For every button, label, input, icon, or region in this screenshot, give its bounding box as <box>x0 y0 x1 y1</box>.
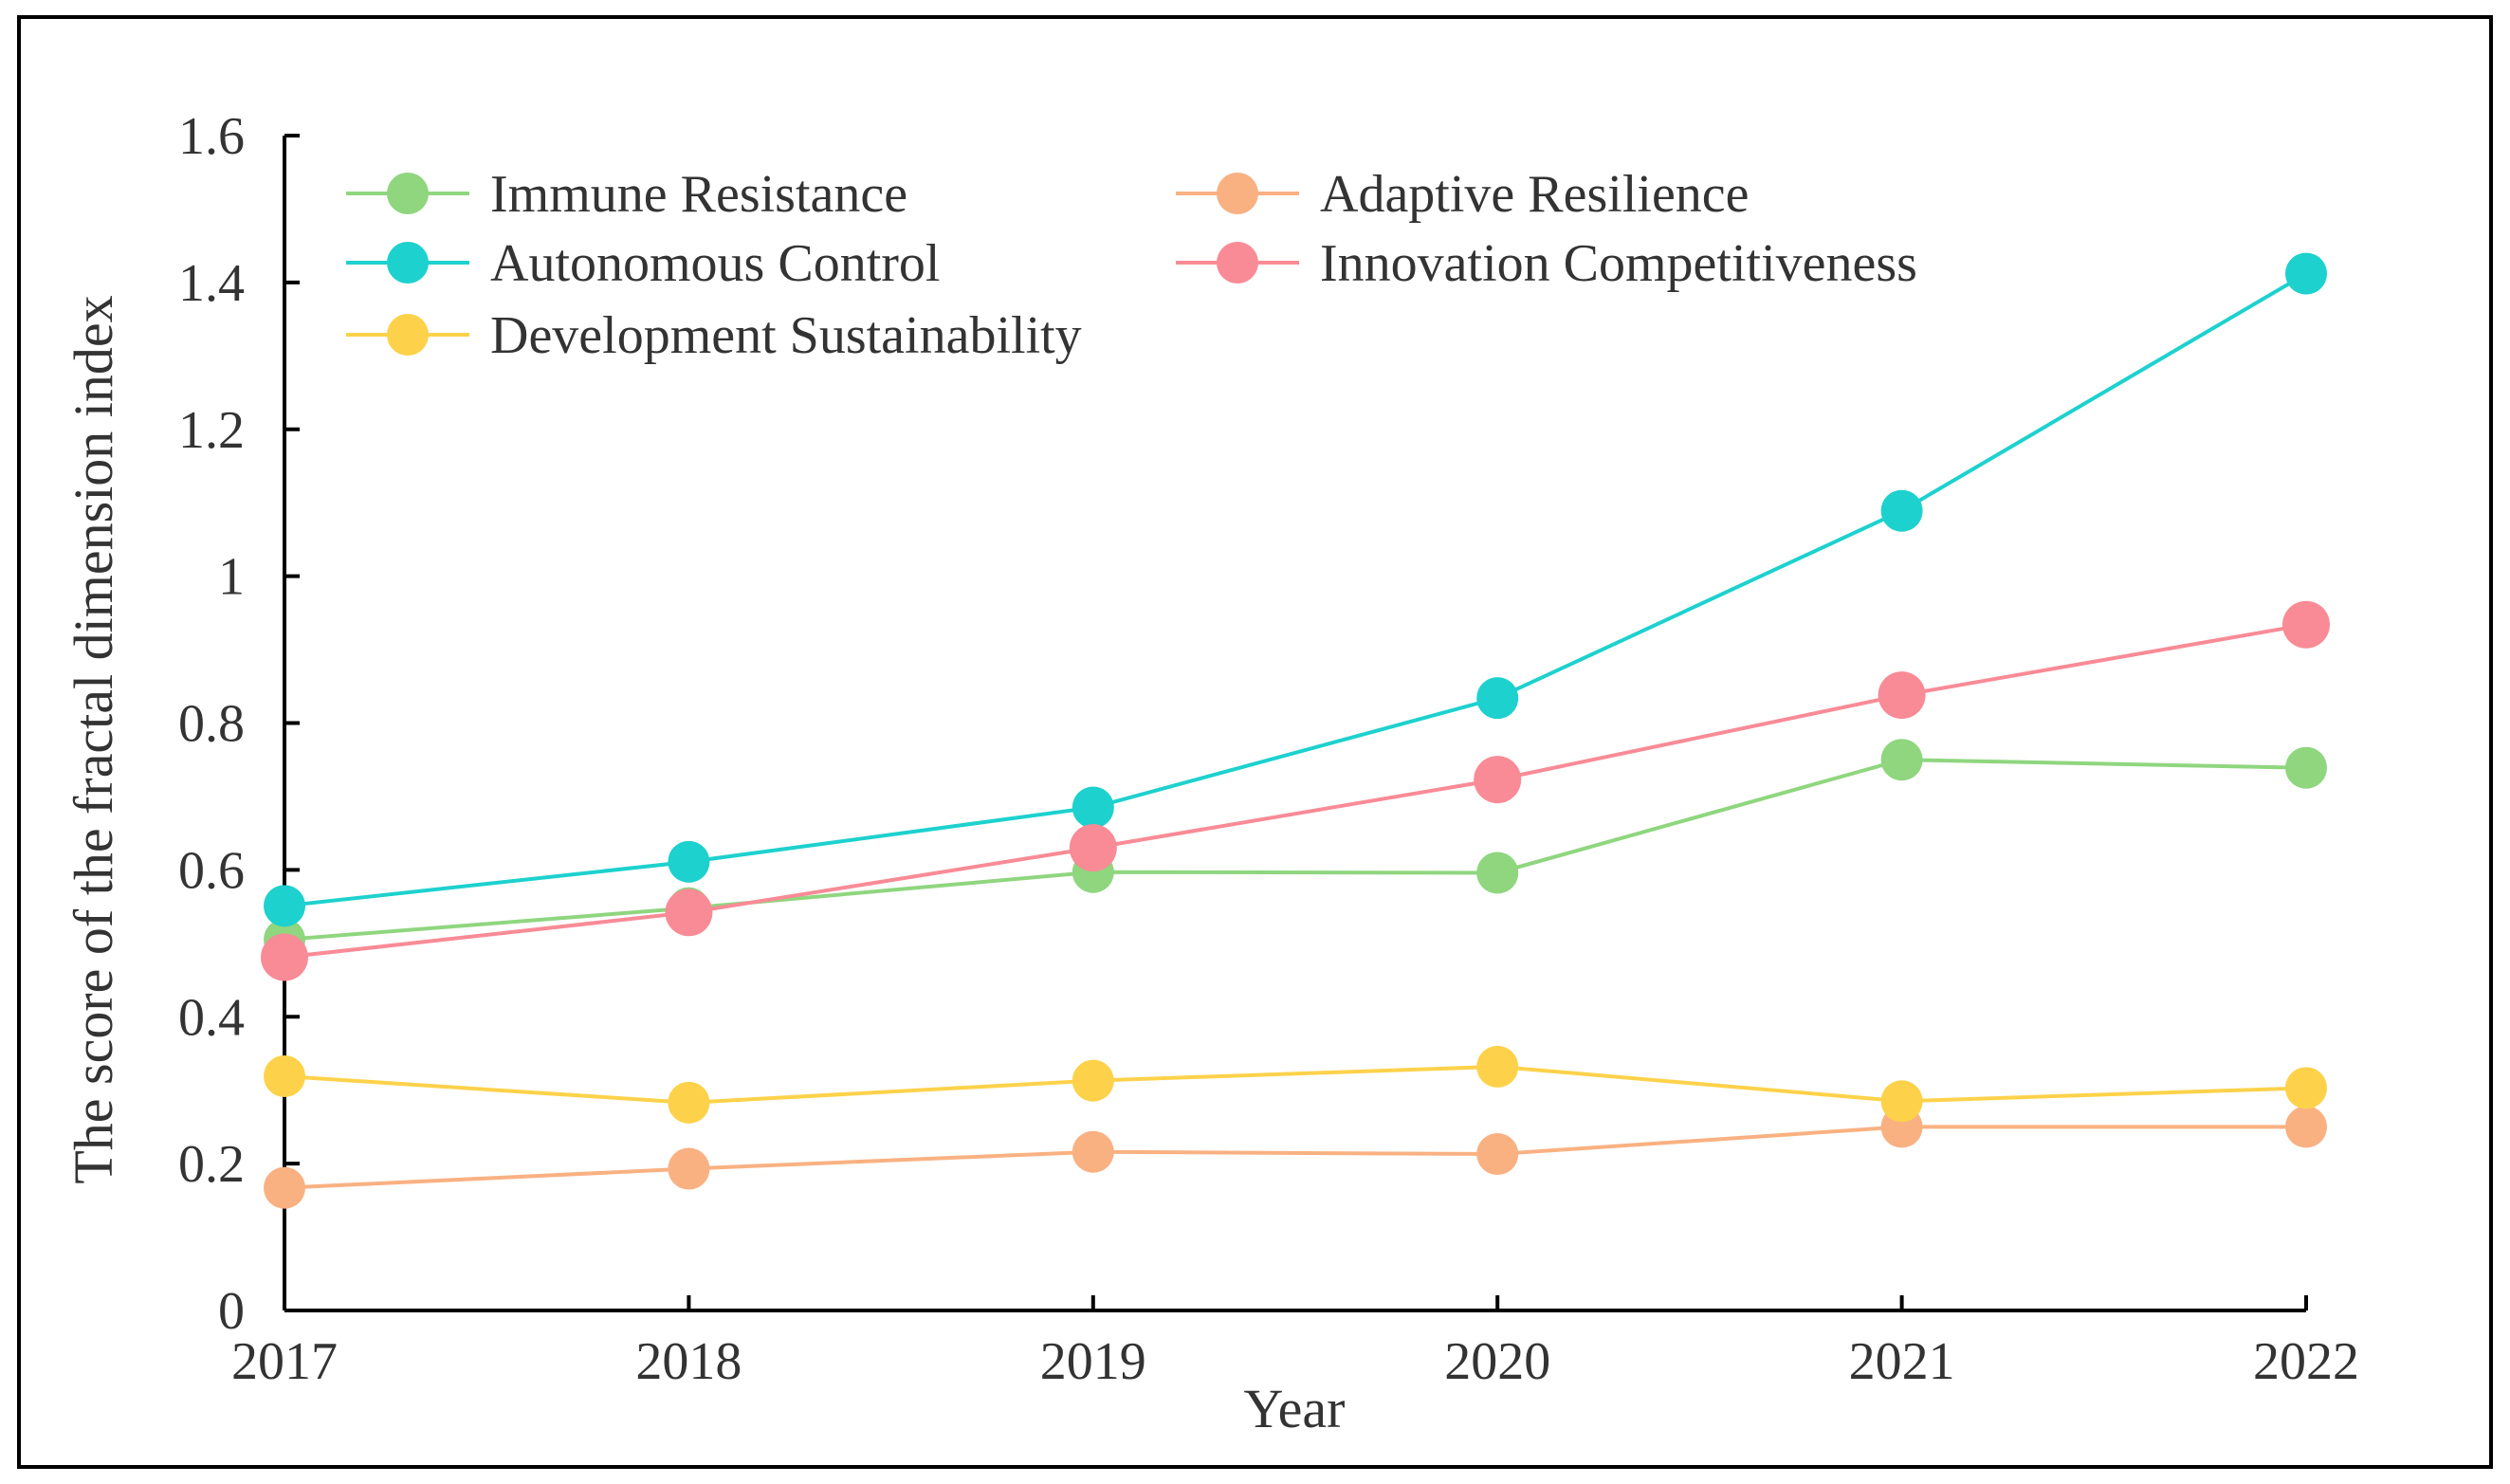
data-point <box>1880 739 1923 781</box>
legend-item: Development Sustainability <box>346 306 1082 365</box>
data-point <box>1878 671 1926 720</box>
x-tick-label: 2019 <box>1040 1332 1146 1391</box>
legend-marker <box>1217 173 1258 214</box>
x-tick-label: 2022 <box>2253 1332 2359 1391</box>
data-point <box>2285 1067 2327 1109</box>
series-line <box>284 271 2308 908</box>
legend-label: Innovation Competitiveness <box>1320 234 1917 293</box>
series-autonomous-control <box>264 252 2327 927</box>
data-point <box>2285 746 2327 789</box>
axes: 0 0.2 0.4 0.6 0.8 1 1.2 1.4 1.6 2017 2018 2019 2020 2… <box>178 107 2359 1391</box>
data-point <box>1476 1133 1519 1176</box>
data-point <box>264 1054 305 1097</box>
x-tick-label: 2020 <box>1444 1332 1550 1391</box>
y-tick-label: 0.4 <box>178 988 245 1047</box>
y-tick-label: 1.6 <box>178 107 245 166</box>
legend-label: Autonomous Control <box>490 234 940 293</box>
data-point <box>668 1081 710 1124</box>
x-tick-label: 2017 <box>231 1332 338 1391</box>
series-line <box>284 758 2307 942</box>
data-point <box>1476 677 1519 720</box>
legend-label: Immune Resistance <box>490 165 907 224</box>
legend-label: Adaptive Resilience <box>1320 165 1750 224</box>
x-tick-label: 2021 <box>1849 1332 1955 1391</box>
y-tick-label: 0.6 <box>178 841 245 900</box>
series-line <box>284 622 2307 960</box>
data-point <box>1476 1045 1519 1088</box>
data-point <box>264 1166 305 1209</box>
data-point <box>1072 1059 1114 1102</box>
series-line <box>284 1125 2306 1190</box>
x-axis-title: Year <box>1244 1378 1346 1439</box>
y-tick-label: 0 <box>218 1282 245 1341</box>
series-layer <box>261 252 2330 1209</box>
y-tick-label: 1.2 <box>178 401 245 460</box>
chart-frame <box>17 15 2493 1469</box>
legend-label: Development Sustainability <box>490 306 1082 365</box>
legend-item: Autonomous Control <box>346 234 940 293</box>
x-tick-label: 2018 <box>635 1332 742 1391</box>
data-point <box>261 933 308 981</box>
data-point <box>264 885 305 927</box>
y-tick-label: 0.8 <box>178 695 245 754</box>
data-point <box>668 840 710 883</box>
legend-item: Immune Resistance <box>346 165 907 224</box>
data-point <box>1072 786 1114 829</box>
legend-item: Innovation Competitiveness <box>1176 234 1917 293</box>
data-point <box>1069 824 1117 872</box>
legend: Immune Resistance Adaptive Resilience Auto… <box>346 165 1917 365</box>
data-point <box>1880 1080 1923 1123</box>
series-innovation-competitiveness <box>261 600 2330 981</box>
data-point <box>668 1147 710 1190</box>
data-point <box>1880 489 1923 532</box>
y-tick-label: 1 <box>218 548 245 607</box>
data-point <box>1072 1130 1114 1173</box>
legend-marker <box>387 242 429 284</box>
legend-marker <box>387 314 429 356</box>
data-point <box>2282 600 2330 649</box>
legend-marker <box>1217 242 1258 284</box>
data-point <box>1474 756 1522 804</box>
y-axis-title: The score of the fractal dimension index <box>63 295 124 1183</box>
data-point <box>665 889 713 937</box>
data-point <box>2285 252 2327 295</box>
legend-item: Adaptive Resilience <box>1176 165 1750 224</box>
y-tick-label: 0.2 <box>178 1135 245 1194</box>
legend-marker <box>387 173 429 214</box>
series-adaptive-resilience <box>264 1106 2327 1209</box>
data-point <box>1476 852 1519 894</box>
series-line <box>284 1064 2307 1105</box>
y-tick-label: 1.4 <box>178 254 245 313</box>
data-point <box>2285 1106 2327 1148</box>
series-development-sustainability <box>264 1045 2327 1124</box>
